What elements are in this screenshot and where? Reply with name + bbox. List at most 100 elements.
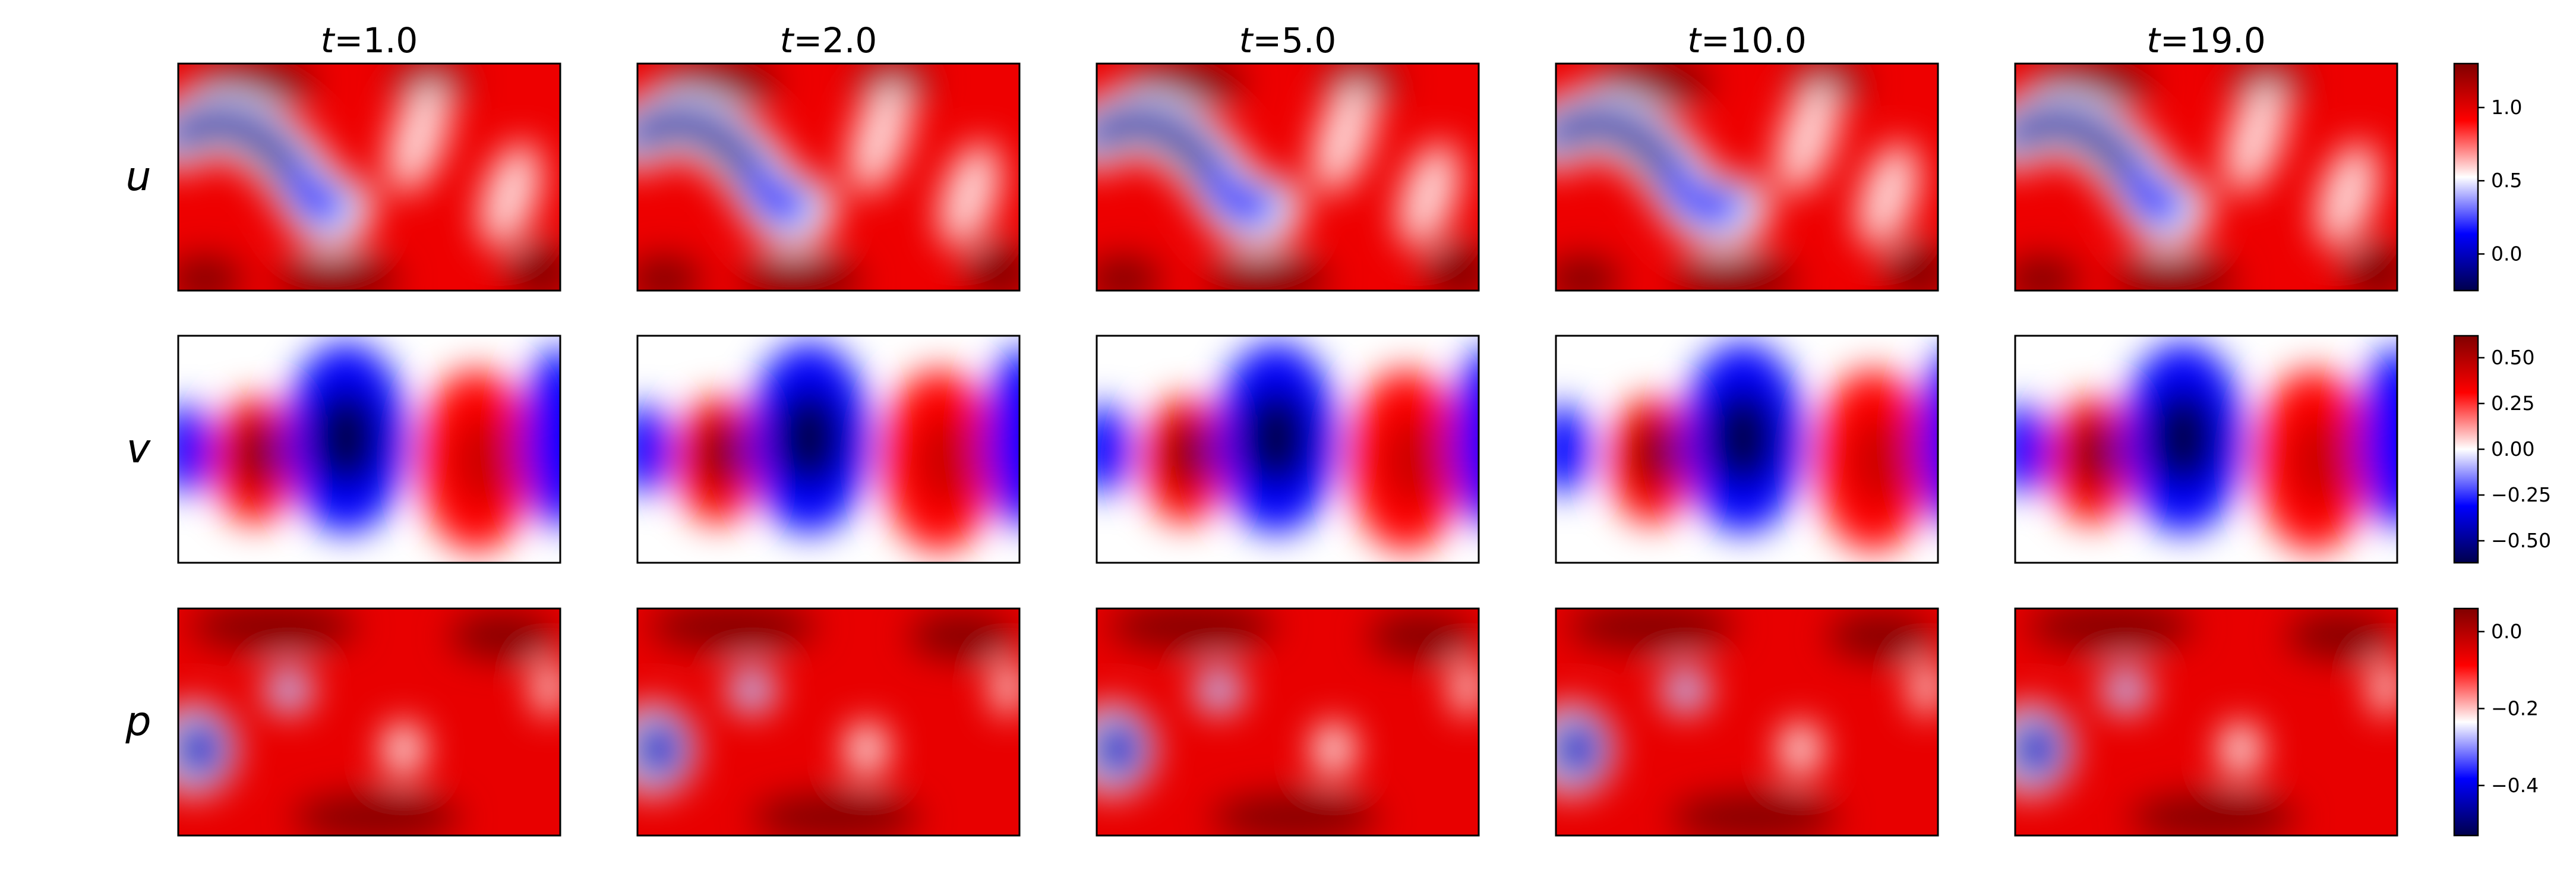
field-blob: [1709, 387, 1778, 488]
time-value: =19.0: [2160, 20, 2266, 61]
field-blob: [292, 795, 461, 836]
colorbar-gradient: [2454, 336, 2478, 563]
time-value: =10.0: [1701, 20, 1807, 61]
panel-frame: [1096, 607, 1480, 837]
colorbar-tick-label: 0.25: [2491, 392, 2534, 415]
field-blob: [1312, 79, 1376, 193]
field-blob: [1858, 143, 1919, 248]
time-symbol: t: [780, 20, 795, 61]
field-blob: [275, 676, 302, 704]
field-blob: [1632, 417, 1678, 490]
heatmap-panel-v-4: [1555, 335, 1939, 564]
heatmap-panel-u-4: [1555, 62, 1939, 292]
heatmap-panel-v-5: [2014, 335, 2398, 564]
heatmap-panel-u-3: [1096, 62, 1480, 292]
panel-frame: [1555, 607, 1939, 837]
colorbar-tick-label: −0.25: [2491, 483, 2551, 506]
field-blob: [1368, 613, 1475, 659]
colorbar-tick-label: −0.4: [2491, 774, 2539, 797]
colorbar-frame: [2453, 62, 2479, 292]
row-labels: u v p: [125, 153, 151, 745]
field-streak: [1556, 112, 1675, 177]
field-blob: [277, 256, 400, 291]
heatmap-panel-p-3: [1096, 607, 1480, 837]
panel-frame: [1096, 62, 1480, 292]
heatmap-panel-p-4: [1555, 607, 1939, 837]
field-blob: [387, 79, 450, 193]
field-blob: [1674, 256, 1797, 291]
field-blob: [992, 660, 1019, 715]
field-blob: [522, 347, 560, 529]
field-blob: [849, 79, 912, 193]
field-blob: [2015, 731, 2046, 768]
field-blob: [637, 731, 668, 768]
colorbars: 0.0 0.5 1.0 −0.50 −0.25 0.00 0.25 0.50 −0.4 −0.2 0…: [2453, 62, 2551, 837]
field-blob: [2359, 347, 2397, 529]
field-blob: [1165, 417, 1211, 490]
colorbar-tick-label: 0.0: [2491, 620, 2522, 643]
heatmap-panel-v-2: [636, 335, 1021, 564]
field-blob: [752, 795, 920, 836]
heatmap-panel-u-1: [177, 62, 561, 292]
field-blob: [1097, 256, 1162, 291]
field-blob: [985, 347, 1019, 528]
field-blob: [1207, 256, 1330, 291]
field-blob: [1451, 660, 1479, 715]
time-symbol: t: [1687, 20, 1702, 61]
field-blob: [1911, 660, 1938, 715]
field-blob: [453, 415, 514, 506]
field-blob: [649, 609, 817, 650]
panel-frame: [2014, 607, 2398, 837]
field-streak: [637, 112, 756, 177]
field-blob: [1556, 256, 1621, 291]
field-blob: [1211, 795, 1379, 836]
field-blob: [845, 722, 888, 777]
field-blob: [2343, 245, 2397, 291]
field-blob: [2114, 256, 2237, 291]
field-blob: [2290, 415, 2351, 506]
field-blob: [178, 256, 244, 291]
field-blob: [2015, 256, 2081, 291]
panel-frame: [636, 335, 1021, 564]
field-blob: [1827, 613, 1934, 659]
colorbar-u: 0.0 0.5 1.0: [2453, 62, 2522, 292]
field-blob: [1399, 143, 1460, 248]
field-blob: [449, 613, 557, 659]
column-title: t=2.0: [780, 20, 877, 61]
colorbar-tick-label: 0.5: [2491, 169, 2522, 192]
field-blob: [2224, 79, 2287, 193]
field-blob: [506, 245, 560, 291]
colorbar-tick-label: 0.50: [2491, 346, 2534, 369]
heatmap-grid: [177, 62, 2398, 837]
field-blob: [1850, 415, 1911, 506]
heatmap-panel-p-1: [177, 607, 561, 837]
heatmap-panel-v-3: [1096, 335, 1480, 564]
field-blob: [916, 415, 978, 506]
field-blob: [1312, 722, 1355, 777]
field-blob: [2220, 722, 2262, 777]
field-blob: [1242, 387, 1311, 488]
field-blob: [1567, 609, 1736, 650]
field-blob: [383, 722, 425, 777]
column-title: t=1.0: [321, 20, 418, 61]
field-blob: [178, 403, 213, 495]
field-blob: [965, 245, 1019, 291]
field-blob: [1779, 722, 1821, 777]
heatmap-panel-p-5: [2014, 607, 2398, 837]
panel-frame: [2014, 335, 2398, 564]
field-blob: [2072, 417, 2119, 490]
heatmap-panel-u-5: [2014, 62, 2398, 292]
field-blob: [637, 256, 703, 291]
field-blob: [939, 143, 1000, 248]
field-blob: [637, 403, 672, 495]
panel-frame: [1555, 335, 1939, 564]
panel-frame: [177, 607, 561, 837]
colorbar-tick-label: −0.50: [2491, 529, 2551, 552]
colorbar-tick-label: 1.0: [2491, 96, 2522, 119]
colorbar-gradient: [2454, 609, 2478, 836]
column-title: t=10.0: [1687, 20, 1807, 61]
colorbar-tick-label: 0.0: [2491, 242, 2522, 265]
colorbar-gradient: [2454, 64, 2478, 291]
field-blob: [235, 417, 282, 490]
field-blob: [533, 660, 560, 715]
